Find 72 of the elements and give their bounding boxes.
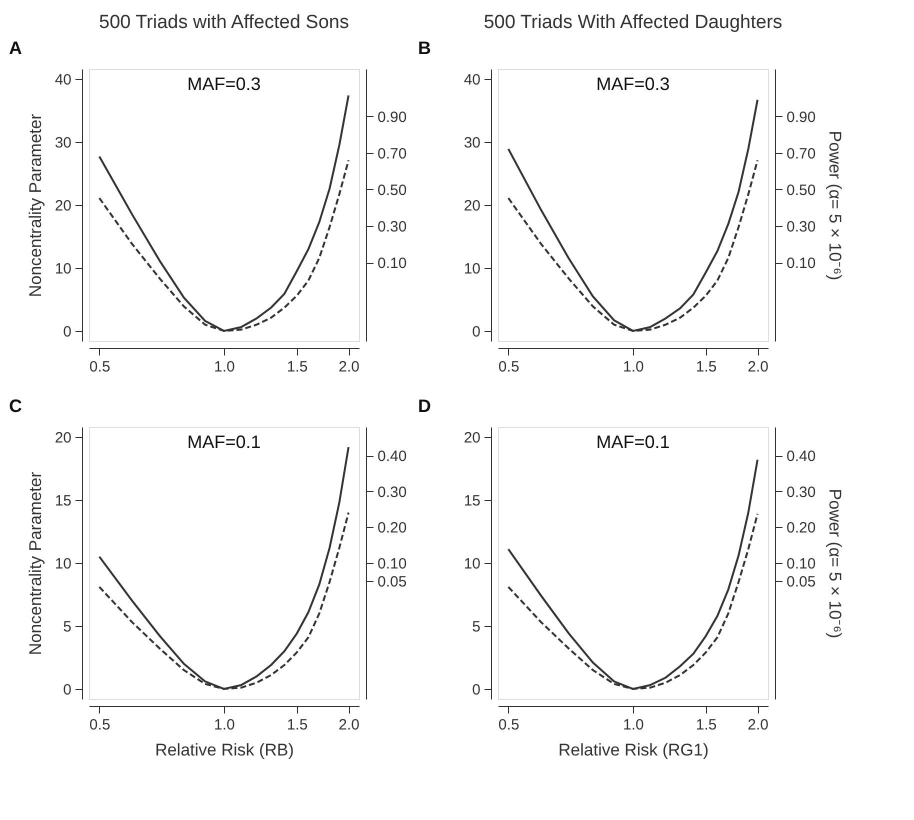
y-tick-label: 5 bbox=[472, 618, 480, 636]
y-tick-label: 0 bbox=[472, 323, 480, 340]
y-tick-label: 20 bbox=[464, 430, 480, 447]
x-tick-label: 1.0 bbox=[623, 716, 644, 734]
y-tick-label: 40 bbox=[464, 72, 480, 89]
x-axis-title: Relative Risk (RG1) bbox=[558, 740, 709, 760]
y2-tick-label: 0.90 bbox=[378, 108, 407, 126]
y2-tick-label: 0.10 bbox=[786, 255, 816, 272]
text: C bbox=[9, 396, 22, 416]
y-tick-label: 10 bbox=[54, 260, 72, 278]
chart-title: 500 Triads With Affected Daughters bbox=[484, 12, 782, 33]
text: A bbox=[9, 38, 22, 58]
x-tick-label: 2.0 bbox=[748, 716, 768, 734]
y2-tick-label: 0.70 bbox=[378, 145, 407, 162]
x-tick-label: 1.5 bbox=[286, 358, 308, 376]
y2-tick-label: 0.70 bbox=[786, 145, 816, 162]
x-tick-label: 0.5 bbox=[89, 358, 110, 376]
x-tick-label: 2.0 bbox=[338, 358, 360, 376]
y-tick-label: 30 bbox=[464, 134, 480, 152]
text: D bbox=[418, 396, 431, 416]
y2-tick-label: 0.50 bbox=[786, 182, 816, 199]
annotation: MAF=0.1 bbox=[596, 432, 670, 452]
y2-tick-label: 0.30 bbox=[786, 484, 816, 501]
y-tick-label: 20 bbox=[54, 198, 72, 214]
x-tick-label: 1.5 bbox=[696, 716, 717, 734]
y-tick-label: 20 bbox=[54, 430, 72, 447]
x-tick-label: 1.0 bbox=[214, 716, 235, 734]
y-tick-label: 0 bbox=[63, 681, 72, 698]
y-tick-label: 40 bbox=[54, 72, 72, 89]
y2-tick-label: 0.30 bbox=[378, 218, 407, 236]
y2-tick-label: 0.40 bbox=[786, 448, 816, 466]
x-tick-label: 2.0 bbox=[338, 716, 360, 734]
y-tick-label: 5 bbox=[63, 618, 72, 636]
y2-tick-label: 0.20 bbox=[786, 520, 816, 537]
y-tick-label: 0 bbox=[63, 323, 72, 340]
y2-axis-title: Power (α= 5 × 10⁻⁶) bbox=[826, 130, 845, 280]
y-tick-label: 15 bbox=[464, 492, 480, 510]
x-tick-label: 0.5 bbox=[498, 716, 520, 734]
y2-axis-title: Power (α= 5 × 10⁻⁶) bbox=[826, 488, 845, 638]
y-tick-label: 10 bbox=[54, 556, 72, 572]
x-tick-label: 0.5 bbox=[498, 358, 520, 376]
text: B bbox=[418, 38, 431, 58]
x-tick-label: 1.0 bbox=[623, 358, 644, 376]
x-tick-label: 2.0 bbox=[748, 358, 768, 376]
x-axis-title: Relative Risk (RB) bbox=[155, 740, 294, 760]
chart-title: 500 Triads with Affected Sons bbox=[99, 12, 349, 33]
annotation: MAF=0.3 bbox=[187, 74, 261, 94]
x-tick-label: 1.5 bbox=[696, 358, 717, 376]
y2-tick-label: 0.90 bbox=[786, 108, 816, 126]
y-tick-label: 0 bbox=[472, 681, 480, 698]
y2-tick-label: 0.30 bbox=[378, 484, 407, 501]
y2-tick-label: 0.40 bbox=[378, 448, 407, 466]
y2-tick-label: 0.10 bbox=[378, 255, 407, 272]
y2-tick-label: 0.05 bbox=[378, 573, 407, 590]
y-tick-label: 10 bbox=[464, 556, 480, 572]
y-tick-label: 20 bbox=[464, 198, 480, 214]
y-tick-label: 15 bbox=[54, 492, 72, 510]
annotation: MAF=0.3 bbox=[596, 74, 670, 94]
y-axis-title: Noncentrality Parameter bbox=[26, 114, 45, 298]
x-tick-label: 1.0 bbox=[214, 358, 235, 376]
y-tick-label: 30 bbox=[54, 134, 72, 152]
y2-tick-label: 0.20 bbox=[378, 520, 407, 537]
y-axis-title: Noncentrality Parameter bbox=[26, 472, 45, 656]
y2-tick-label: 0.05 bbox=[786, 573, 816, 590]
annotation: MAF=0.1 bbox=[187, 432, 261, 452]
y2-tick-label: 0.30 bbox=[786, 218, 816, 236]
x-tick-label: 1.5 bbox=[286, 716, 308, 734]
y-tick-label: 10 bbox=[464, 260, 480, 278]
x-tick-label: 0.5 bbox=[89, 716, 110, 734]
y2-tick-label: 0.50 bbox=[378, 182, 407, 199]
y2-tick-label: 0.10 bbox=[786, 556, 816, 572]
y2-tick-label: 0.10 bbox=[378, 556, 407, 572]
